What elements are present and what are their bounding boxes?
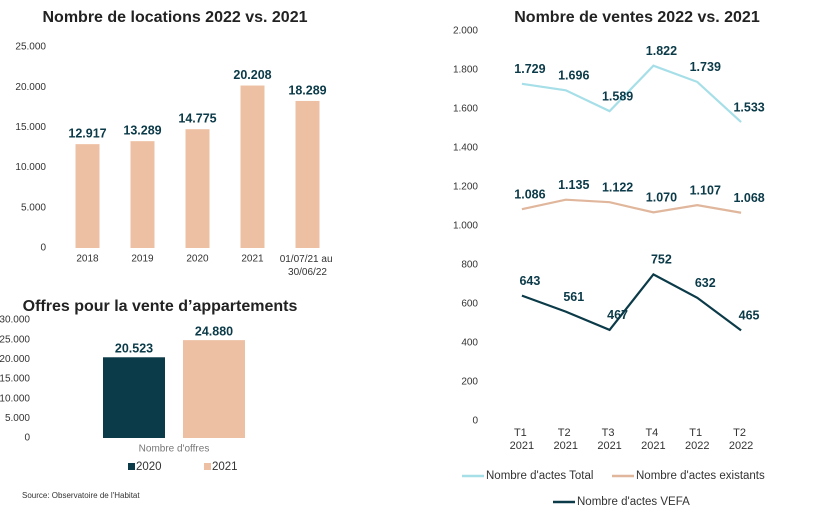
chart-title: Nombre de ventes 2022 vs. 2021	[514, 9, 760, 26]
y-tick-label: 1.800	[453, 65, 478, 76]
x-tick-label: T4 2021	[641, 427, 665, 452]
y-tick-label: 10.000	[15, 162, 46, 173]
legend-label: 2021	[212, 461, 238, 473]
x-tick-label: T1 2022	[685, 427, 709, 452]
x-tick-label: 2019	[131, 254, 154, 265]
y-tick-label: 0	[24, 433, 30, 444]
x-tick-label: 2020	[186, 254, 209, 265]
y-tick-label: 1.400	[453, 143, 478, 154]
legend-swatch	[128, 463, 135, 470]
y-tick-label: 400	[461, 338, 478, 349]
data-label: 1.696	[558, 69, 589, 83]
data-label: 1.739	[690, 60, 721, 74]
x-tick-label: T2 2021	[554, 427, 578, 452]
data-label: 1.729	[514, 62, 545, 76]
legend-label: Nombre d'actes existants	[636, 470, 765, 482]
data-label: 1.533	[733, 100, 764, 114]
data-label: 12.917	[68, 126, 106, 140]
data-label: 1.822	[646, 44, 677, 58]
x-tick-label: 01/07/21 au 30/06/22	[280, 254, 336, 278]
bar	[183, 340, 245, 438]
legend-label: Nombre d'actes Total	[486, 470, 593, 482]
y-tick-label: 20.000	[0, 354, 30, 365]
y-tick-label: 25.000	[15, 42, 46, 53]
data-label: 561	[563, 290, 584, 304]
data-label: 24.880	[195, 324, 233, 338]
y-tick-label: 2.000	[453, 26, 478, 37]
y-tick-label: 1.000	[453, 221, 478, 232]
y-tick-label: 800	[461, 260, 478, 271]
data-label: 13.289	[123, 123, 161, 137]
data-label: 1.086	[514, 188, 545, 202]
data-label: 632	[695, 276, 716, 290]
chart-title: Nombre de locations 2022 vs. 2021	[42, 9, 307, 26]
bar	[295, 100, 320, 248]
y-tick-label: 20.000	[15, 82, 46, 93]
line	[521, 198, 742, 214]
legend-label: 2020	[136, 461, 162, 473]
y-tick-label: 5.000	[5, 413, 30, 424]
data-label: 20.523	[115, 342, 153, 356]
data-label: 1.107	[690, 183, 721, 197]
x-tick-label: 2018	[76, 254, 99, 265]
x-tick-label: T1 2021	[510, 427, 534, 452]
data-label: 643	[519, 274, 540, 288]
data-label: 752	[651, 253, 672, 267]
data-label: 1.070	[646, 191, 677, 205]
y-tick-label: 1.600	[453, 104, 478, 115]
bar	[75, 144, 100, 248]
y-tick-label: 0	[40, 243, 46, 254]
y-tick-label: 25.000	[0, 334, 30, 345]
x-tick-label: Nombre d'offres	[139, 444, 210, 455]
legend-label: Nombre d'actes VEFA	[577, 496, 690, 508]
data-label: 1.122	[602, 181, 633, 195]
bar	[185, 129, 210, 248]
bar	[130, 141, 155, 248]
data-label: 465	[739, 309, 760, 323]
data-label: 20.208	[233, 68, 271, 82]
y-tick-label: 15.000	[15, 122, 46, 133]
data-label: 18.289	[288, 83, 326, 97]
x-tick-label: 2021	[241, 254, 264, 265]
line	[521, 64, 742, 123]
y-tick-label: 600	[461, 299, 478, 310]
y-tick-label: 0	[472, 416, 478, 427]
bar	[240, 85, 265, 248]
chart-title: Offres pour la vente d’appartements	[23, 298, 298, 315]
y-tick-label: 30.000	[0, 315, 30, 326]
x-tick-label: T2 2022	[729, 427, 753, 452]
y-tick-label: 10.000	[0, 393, 30, 404]
legend-swatch	[204, 463, 211, 470]
data-label: 1.135	[558, 178, 589, 192]
data-label: 467	[607, 308, 628, 322]
y-tick-label: 200	[461, 377, 478, 388]
source: Source: Observatoire de l'Habitat	[22, 491, 140, 500]
line	[521, 272, 742, 332]
bar	[103, 357, 165, 438]
y-tick-label: 1.200	[453, 182, 478, 193]
y-tick-label: 5.000	[21, 202, 46, 213]
data-label: 14.775	[178, 112, 216, 126]
x-tick-label: T3 2021	[597, 427, 621, 452]
data-label: 1.068	[733, 191, 764, 205]
data-label: 1.589	[602, 89, 633, 103]
y-tick-label: 15.000	[0, 374, 30, 385]
